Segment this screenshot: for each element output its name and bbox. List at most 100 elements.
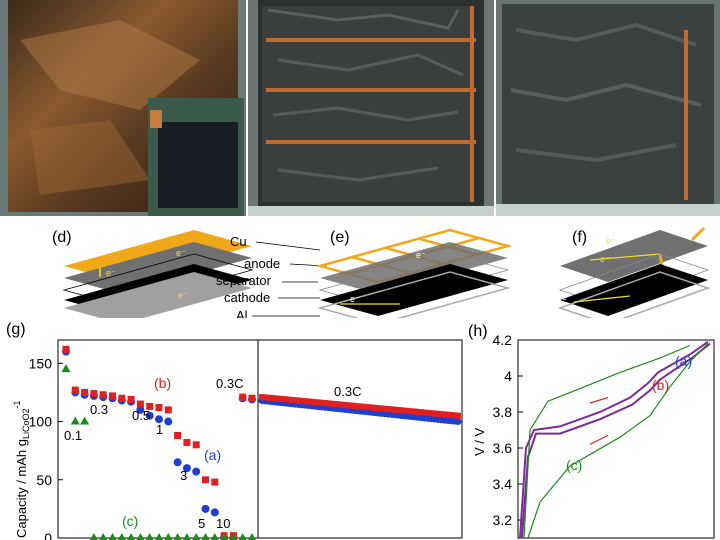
h-ytick-label: 4.2: [493, 332, 513, 348]
g-right-point-b: [435, 410, 442, 417]
h-discharge-curve-a: [521, 342, 711, 539]
g-right-point-b: [398, 407, 405, 414]
electron-label: e⁻: [176, 248, 186, 258]
g-ytick-label: 100: [29, 414, 53, 430]
g-point-c: [108, 533, 117, 540]
g-point-b: [90, 390, 98, 398]
rate-label: 5: [198, 516, 205, 531]
series-label-a: (a): [204, 447, 221, 463]
electron-label: e⁻: [600, 254, 610, 264]
al-layer: [64, 272, 252, 318]
g-right-point-b: [282, 396, 289, 403]
g-right-point-b: [322, 400, 329, 407]
g-point-c: [99, 533, 108, 540]
g-right-point-b: [342, 401, 349, 408]
g-right-point-a: [454, 418, 462, 426]
g-right-point-b: [292, 397, 299, 404]
label-separator: separator: [216, 273, 272, 288]
g-point-c: [192, 533, 201, 540]
panel-label-f: (f): [572, 229, 587, 246]
g-right-plot-frame: [257, 339, 463, 539]
g-point-c: [164, 533, 173, 540]
electron-label: e⁻: [416, 250, 426, 260]
g-right-point-b: [345, 402, 352, 409]
g-point-c: [70, 416, 80, 425]
g-right-point-b: [381, 405, 388, 412]
rate-label: 3: [180, 468, 187, 483]
g-right-point-b: [328, 400, 335, 407]
g-right-point-b: [441, 411, 448, 418]
g-right-point-b: [375, 405, 382, 412]
g-right-point-b: [438, 411, 445, 418]
g-right-point-b: [298, 397, 305, 404]
electron-label: e⁻: [178, 290, 188, 300]
h-ytick-label: 4: [504, 368, 512, 384]
electron-label: e⁻: [106, 268, 116, 278]
g-right-point-b: [338, 401, 345, 408]
g-point-a: [164, 417, 173, 426]
g-right-point-b: [368, 404, 375, 411]
g-point-b: [71, 386, 79, 394]
g-point-b: [146, 402, 154, 410]
g-right-point-b: [308, 398, 315, 405]
g-point-b: [202, 476, 209, 484]
g-right-point-b: [325, 400, 332, 407]
g-ytick-label: 50: [36, 472, 52, 488]
label-anode: anode: [244, 256, 280, 271]
g-right-point-b: [401, 407, 408, 414]
h-ylabel: V / V: [472, 427, 487, 456]
h-series-label-a: (a): [675, 353, 692, 369]
g-right-point-b: [295, 397, 302, 404]
g-plot-frame: [57, 339, 259, 539]
g-point-b: [81, 388, 89, 396]
label-cathode: cathode: [224, 290, 270, 305]
g-point-c: [127, 533, 136, 540]
g-point-b: [239, 393, 247, 401]
h-charge-curve-c: [523, 344, 691, 539]
g-point-b: [155, 404, 163, 412]
g-point-a: [210, 508, 219, 517]
g-right-point-b: [355, 403, 362, 410]
g-point-b: [99, 391, 107, 399]
g-point-c: [155, 533, 163, 540]
rate-label: 0.5: [132, 408, 150, 423]
panel-label-d: (d): [52, 229, 72, 246]
g-point-b: [62, 345, 70, 353]
g-right-point-b: [425, 409, 432, 416]
h-series-label-c: (c): [566, 457, 582, 473]
g-point-a: [192, 467, 201, 476]
rate-label: 0.3C: [334, 384, 361, 399]
g-point-a: [155, 415, 163, 424]
g-right-point-b: [305, 398, 312, 405]
label-cu: Cu: [230, 234, 247, 249]
g-point-c: [80, 416, 90, 425]
g-right-point-b: [358, 403, 365, 410]
g-point-c: [182, 533, 191, 540]
cell-structure-diagrams: (d) e⁻ e⁻ e⁻ Cu anode separator cathode …: [52, 226, 711, 318]
g-right-point-b: [259, 394, 265, 401]
g-point-b: [192, 441, 200, 449]
g-right-point-b: [391, 406, 398, 413]
h-series-label-b: (b): [652, 377, 669, 393]
g-point-c: [238, 533, 247, 540]
g-right-point-b: [302, 398, 309, 405]
g-right-point-b: [275, 395, 282, 402]
g-point-c: [201, 533, 210, 540]
label-al: Al: [236, 308, 248, 318]
g-ylabel: Capacity / mAh gLiCoO2-1: [12, 400, 31, 538]
g-right-point-b: [262, 394, 269, 401]
g-point-b: [118, 394, 126, 402]
g-point-b: [248, 394, 256, 402]
electron-label: e⁻: [362, 242, 372, 252]
g-right-point-b: [395, 407, 402, 414]
rate-label: 0.1: [64, 428, 82, 443]
g-right-point-b: [451, 412, 458, 419]
g-point-a: [173, 458, 182, 467]
h-arrow: [589, 434, 609, 445]
g-right-point-b: [378, 405, 385, 412]
g-right-point-b: [361, 403, 368, 410]
g-right-point-b: [415, 408, 422, 415]
g-ytick-label: 0: [44, 530, 52, 540]
h-discharge-curve-c: [527, 343, 709, 539]
g-right-point-b: [411, 408, 418, 415]
